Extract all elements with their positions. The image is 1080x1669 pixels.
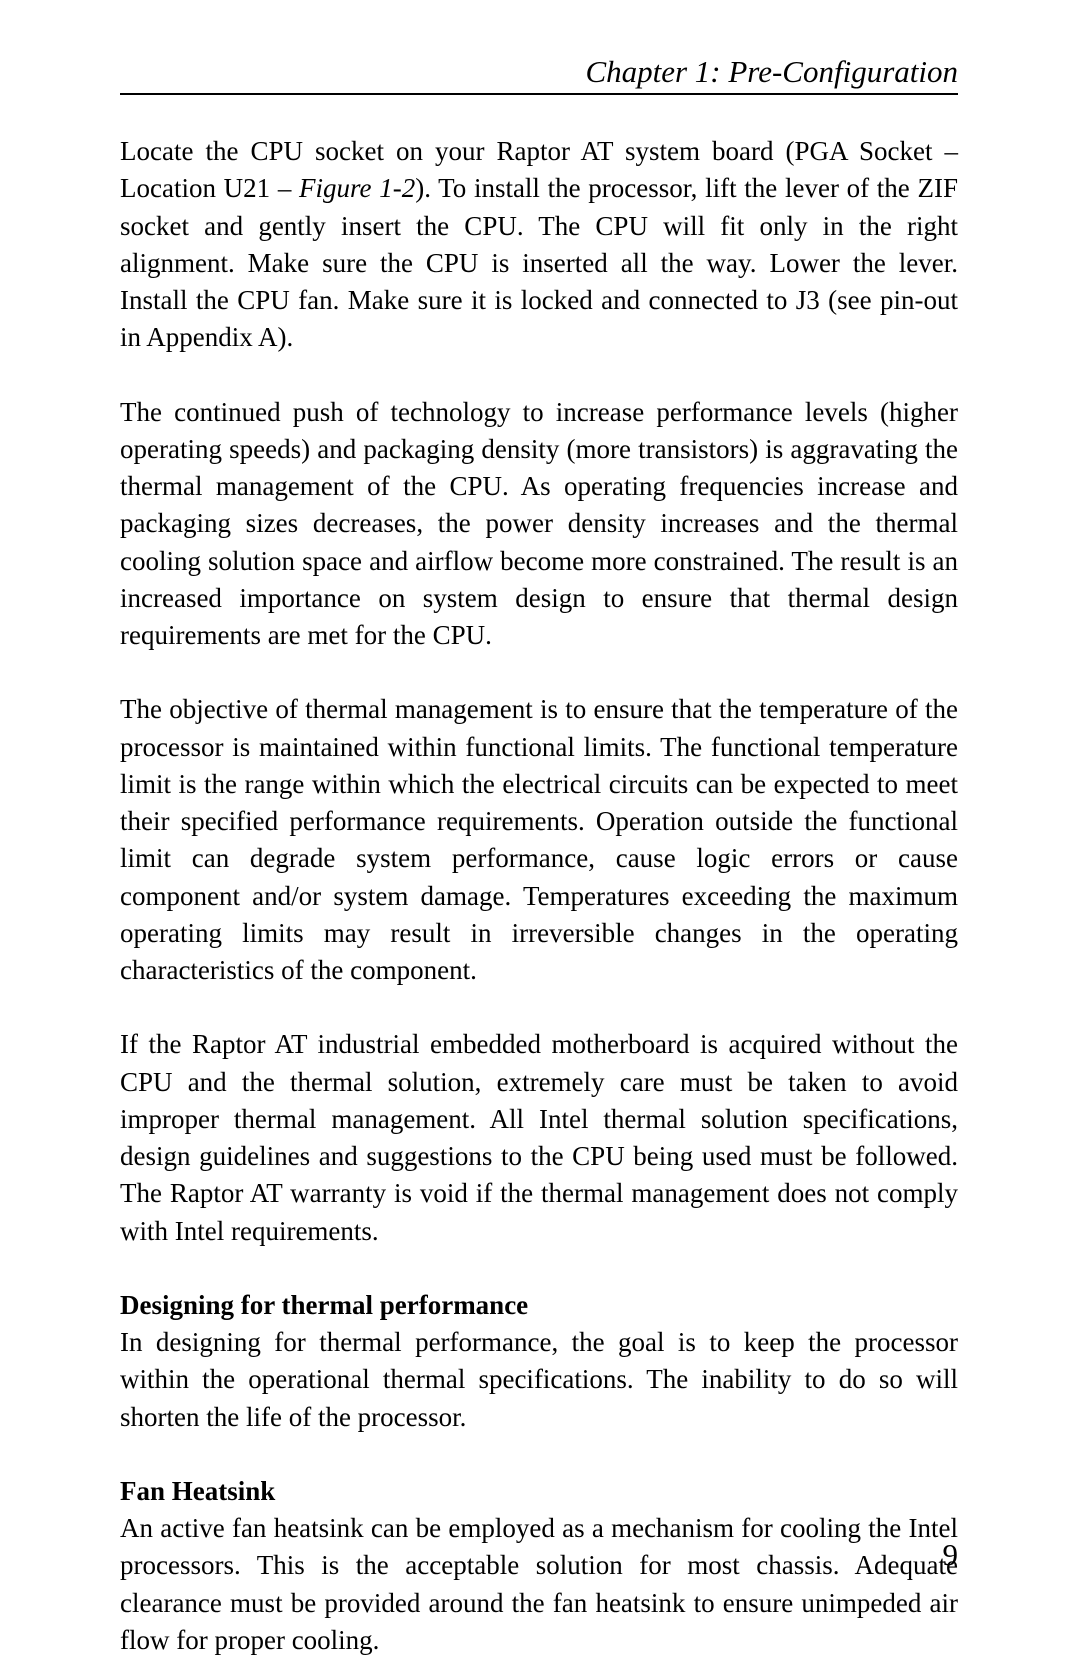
heading-fan-heatsink: Fan Heatsink <box>120 1473 958 1510</box>
paragraph-6: An active fan heatsink can be employed a… <box>120 1510 958 1659</box>
paragraph-4: If the Raptor AT industrial embedded mot… <box>120 1026 958 1250</box>
paragraph-1: Locate the CPU socket on your Raptor AT … <box>120 133 958 357</box>
paragraph-3: The objective of thermal management is t… <box>120 691 958 989</box>
chapter-title: Chapter 1: Pre-Configuration <box>585 54 958 89</box>
figure-reference: Figure 1-2 <box>299 173 415 203</box>
page-number: 9 <box>943 1537 959 1573</box>
heading-thermal-performance: Designing for thermal performance <box>120 1287 958 1324</box>
section-thermal-performance: Designing for thermal performance In des… <box>120 1287 958 1436</box>
chapter-header: Chapter 1: Pre-Configuration <box>120 54 958 95</box>
paragraph-2: The continued push of technology to incr… <box>120 394 958 655</box>
paragraph-5: In designing for thermal performance, th… <box>120 1324 958 1436</box>
section-fan-heatsink: Fan Heatsink An active fan heatsink can … <box>120 1473 958 1659</box>
